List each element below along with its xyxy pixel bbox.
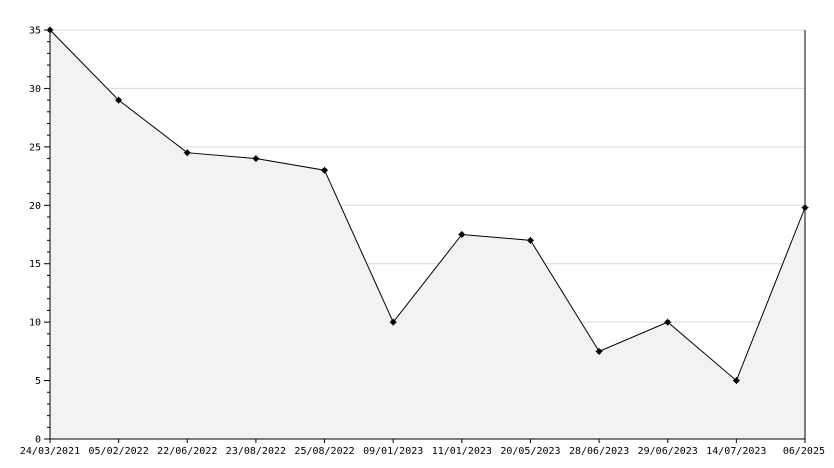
y-axis-ticks: 0 5 10 15 20 25 30 35: [29, 26, 50, 446]
data-point: [732, 377, 740, 385]
x-tick-label: 23/08/2022: [226, 446, 286, 457]
y-tick-label: 35: [29, 26, 41, 37]
y-tick-label: 15: [29, 259, 41, 270]
x-tick-label: 24/03/2021: [20, 446, 80, 457]
axes: [49, 30, 806, 440]
x-tick-label: 06/2025: [783, 446, 825, 457]
x-axis-ticks: 24/03/2021 05/02/2022 22/06/2022 23/08/2022…: [20, 439, 825, 457]
data-point: [321, 166, 329, 174]
x-tick-label: 22/06/2022: [157, 446, 217, 457]
y-tick-label: 20: [29, 201, 41, 212]
x-tick-label: 14/07/2023: [706, 446, 766, 457]
data-point: [664, 318, 672, 326]
series-area-fill: [50, 30, 805, 439]
series-line: [49, 29, 806, 382]
y-tick-label: 10: [29, 318, 41, 329]
x-tick-label: 09/01/2023: [363, 446, 423, 457]
x-tick-label: 28/06/2023: [569, 446, 629, 457]
x-tick-label: 25/08/2022: [294, 446, 354, 457]
x-tick-label: 05/02/2022: [89, 446, 149, 457]
data-point: [115, 96, 123, 104]
data-point: [252, 155, 260, 163]
data-point: [389, 318, 397, 326]
x-tick-label: 20/05/2023: [500, 446, 560, 457]
data-point: [458, 231, 466, 238]
y-tick-label: 5: [35, 376, 41, 387]
y-tick-label: 30: [29, 84, 41, 95]
y-tick-label: 0: [35, 435, 41, 446]
data-point: [595, 347, 603, 355]
data-point: [526, 236, 534, 244]
data-point: [183, 149, 191, 157]
x-tick-label: 11/01/2023: [432, 446, 492, 457]
y-tick-label: 25: [29, 142, 41, 153]
x-tick-label: 29/06/2023: [638, 446, 698, 457]
